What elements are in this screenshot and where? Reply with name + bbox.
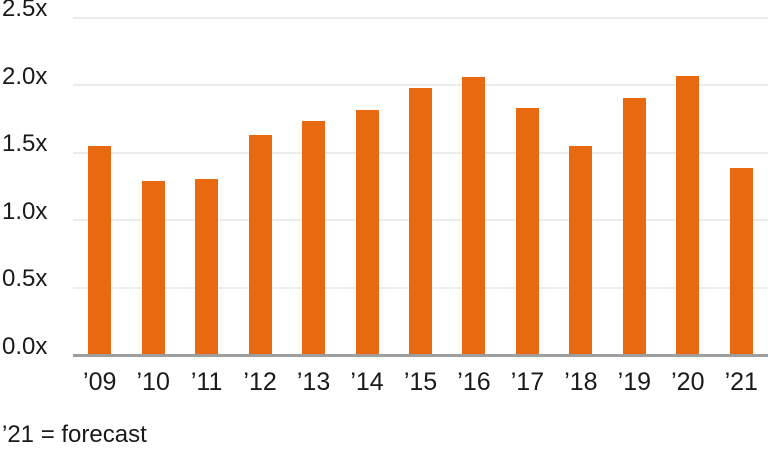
x-tick-label: ’18 (564, 368, 598, 396)
y-tick-label: 1.0x (2, 197, 48, 225)
bar (676, 76, 700, 356)
bar (729, 167, 753, 356)
x-tick-label: ’16 (457, 368, 491, 396)
x-tick-label: ’21 (724, 368, 758, 396)
bar (409, 88, 432, 356)
x-tick-label: ’09 (83, 368, 117, 396)
x-tick-label: ’12 (243, 368, 277, 396)
bar (195, 178, 219, 356)
x-tick-label: ’13 (296, 368, 331, 396)
y-tick-label: 0.0x (2, 332, 48, 360)
bar (302, 120, 326, 356)
footnote: ’21 = forecast (2, 421, 147, 448)
gridline (73, 84, 768, 86)
x-tick-label: ’20 (671, 368, 705, 396)
x-tick-label: ’17 (510, 368, 545, 396)
x-tick-label: ’15 (403, 368, 438, 396)
y-tick-label: 0.5x (2, 265, 48, 292)
bar (515, 108, 539, 356)
bar (141, 181, 165, 356)
x-tick-label: ’19 (617, 368, 652, 396)
gridline (73, 16, 768, 19)
y-tick-label: 2.5x (2, 0, 48, 22)
bar (248, 135, 272, 356)
bar (355, 109, 379, 356)
bar (462, 77, 486, 356)
x-tick-label: ’10 (136, 368, 170, 396)
x-tick-label: ’14 (350, 368, 384, 396)
bar (622, 97, 646, 356)
y-tick-label: 1.5x (2, 130, 48, 157)
x-tick-label: ’11 (190, 368, 223, 396)
bar (569, 146, 593, 356)
y-tick-label: 2.0x (2, 62, 48, 90)
x-axis-line (73, 354, 768, 357)
bar (88, 146, 112, 356)
